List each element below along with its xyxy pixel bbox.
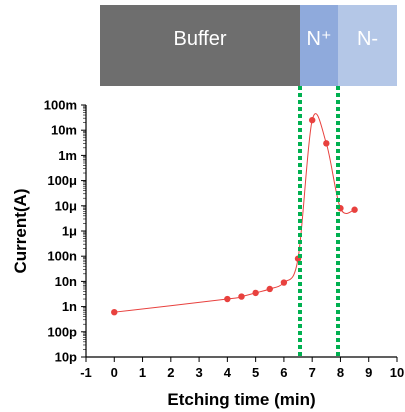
x-axis-title: Etching time (min) (167, 390, 315, 409)
data-point (308, 116, 316, 124)
y-tick-label: 1μ (62, 224, 77, 239)
x-tick-label: 10 (390, 365, 404, 380)
y-tick-label: 100m (44, 98, 77, 113)
y-tick-label: 10m (51, 123, 77, 138)
data-point (280, 279, 288, 286)
data-point (238, 293, 245, 300)
x-tick-label: -1 (80, 365, 92, 380)
x-tick-label: 4 (224, 365, 232, 380)
y-tick-label: 10n (55, 274, 77, 289)
x-ticks: -1 0 1 2 3 4 5 6 7 8 9 10 (80, 357, 404, 380)
region-band-1 (300, 5, 338, 86)
data-point (111, 308, 118, 316)
region-label-2: N- (357, 28, 378, 50)
x-tick-label: 1 (139, 365, 146, 380)
axes (85, 105, 397, 358)
region-band-0 (100, 5, 300, 86)
data-point (266, 285, 273, 293)
series-line (114, 113, 355, 313)
x-tick-label: 6 (280, 365, 287, 380)
y-tick-label: 10p (55, 350, 77, 365)
y-tick-label: 100p (47, 324, 77, 339)
y-tick-label: 1m (58, 148, 77, 163)
data-series (111, 113, 358, 316)
x-tick-label: 0 (111, 365, 118, 380)
data-point (224, 295, 231, 303)
data-point (323, 140, 330, 147)
x-tick-label: 9 (365, 365, 372, 380)
data-point (252, 289, 259, 297)
region-bands: Buffer N⁺ N- (100, 5, 397, 86)
data-point (351, 206, 358, 213)
y-tick-label: 10μ (55, 198, 77, 213)
x-tick-label: 3 (195, 365, 202, 380)
y-tick-label: 1n (62, 299, 77, 314)
y-tick-label: 100μ (47, 173, 77, 188)
y-axis-title: Current(A) (11, 189, 30, 274)
region-label-0: Buffer (174, 28, 227, 50)
y-ticks: 10p 100p 1n 10n 100n 1μ 10μ 100μ 1m 10m 100m (44, 98, 86, 365)
region-band-2 (338, 5, 397, 86)
reference-lines (298, 86, 340, 358)
x-tick-label: 7 (309, 365, 316, 380)
x-tick-label: 5 (252, 365, 259, 380)
x-tick-label: 8 (337, 365, 344, 380)
x-tick-label: 2 (167, 365, 174, 380)
region-label-1: N⁺ (307, 28, 332, 50)
y-tick-label: 100n (47, 249, 77, 264)
